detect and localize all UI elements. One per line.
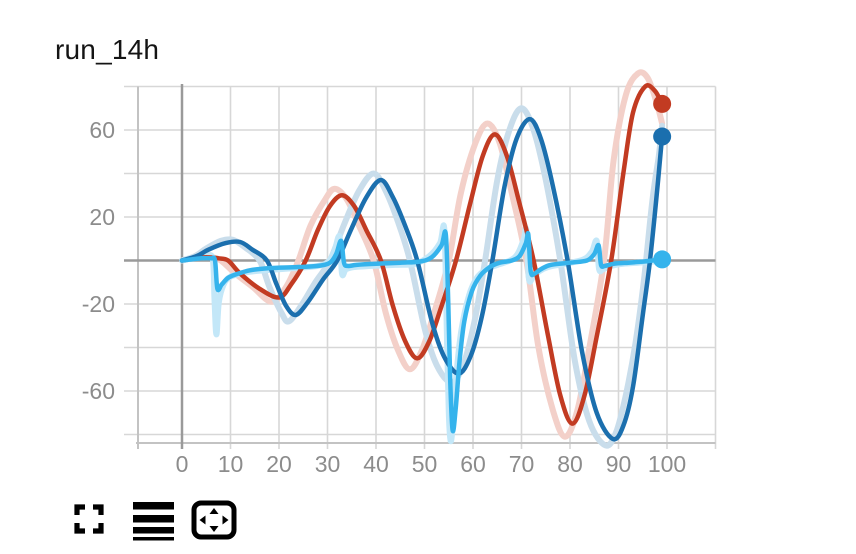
tick-label: 70 [509,451,535,477]
end-dot-lightblue-smoothed [653,250,672,269]
tick-label: 20 [266,451,292,477]
series-blue-smoothed [179,116,665,442]
tick-label: 10 [218,451,244,477]
tick-label: 60 [460,451,486,477]
tick-label: 30 [315,451,341,477]
end-dot-blue-smoothed [653,127,672,146]
tick-label: 100 [648,451,686,477]
fit-to-view-button[interactable] [191,500,237,540]
series-red-smoothed [179,83,665,426]
view-data-button[interactable] [133,501,174,541]
tick-label: 90 [606,451,632,477]
tick-label: -60 [82,378,115,404]
fit-to-screen-icon [191,500,237,540]
tick-label: 0 [176,451,189,477]
horizontal-lines-icon [133,502,174,541]
chart-title: run_14h [55,34,160,65]
tick-label: 20 [89,204,115,230]
tick-label: 80 [557,451,583,477]
tick-label: -20 [82,291,115,317]
series-blue-original [179,105,666,449]
tick-label: 40 [363,451,389,477]
tick-label: 50 [412,451,438,477]
fullscreen-icon [74,504,104,534]
fullscreen-button[interactable] [74,504,104,534]
tick-label: 60 [89,117,115,143]
end-dot-red-smoothed [653,94,672,113]
series-lightblue-smoothed [179,229,665,434]
